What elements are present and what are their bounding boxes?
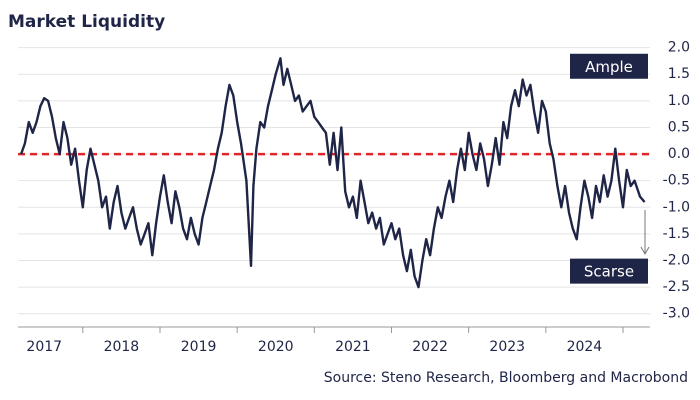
y-tick-label: -1.5	[663, 226, 690, 242]
arrow-head	[640, 246, 650, 256]
annotation-label: Scarse	[584, 263, 634, 281]
x-tick-label: 2020	[258, 339, 294, 355]
x-tick-label: 2019	[181, 339, 217, 355]
x-tick-label: 2021	[335, 339, 371, 355]
liquidity-line	[19, 57, 646, 289]
y-tick-label: -0.5	[663, 173, 690, 189]
x-tick-label: 2018	[104, 339, 140, 355]
y-tick-label: -2.0	[663, 252, 690, 268]
y-tick-label: 1.5	[668, 66, 690, 82]
annotation-label: Ample	[585, 58, 633, 76]
y-tick-label: 2.0	[668, 40, 690, 56]
y-tick-label: -2.5	[663, 279, 690, 295]
x-tick-label: 2024	[567, 339, 603, 355]
y-tick-label: -1.0	[663, 199, 690, 215]
x-tick-label: 2023	[489, 339, 525, 355]
source: Source: Steno Research, Bloomberg and Ma…	[324, 370, 688, 386]
annotation-box	[570, 53, 648, 79]
y-tick-label: 0.5	[668, 119, 690, 135]
chart-title: Market Liquidity	[8, 12, 165, 32]
x-tick-label: 2017	[26, 339, 62, 355]
y-tick-label: 0.0	[668, 146, 690, 162]
y-tick-label: 1.0	[668, 93, 690, 109]
x-tick-label: 2022	[412, 339, 448, 355]
annotation-box	[570, 258, 648, 284]
y-tick-label: -3.0	[663, 306, 690, 322]
